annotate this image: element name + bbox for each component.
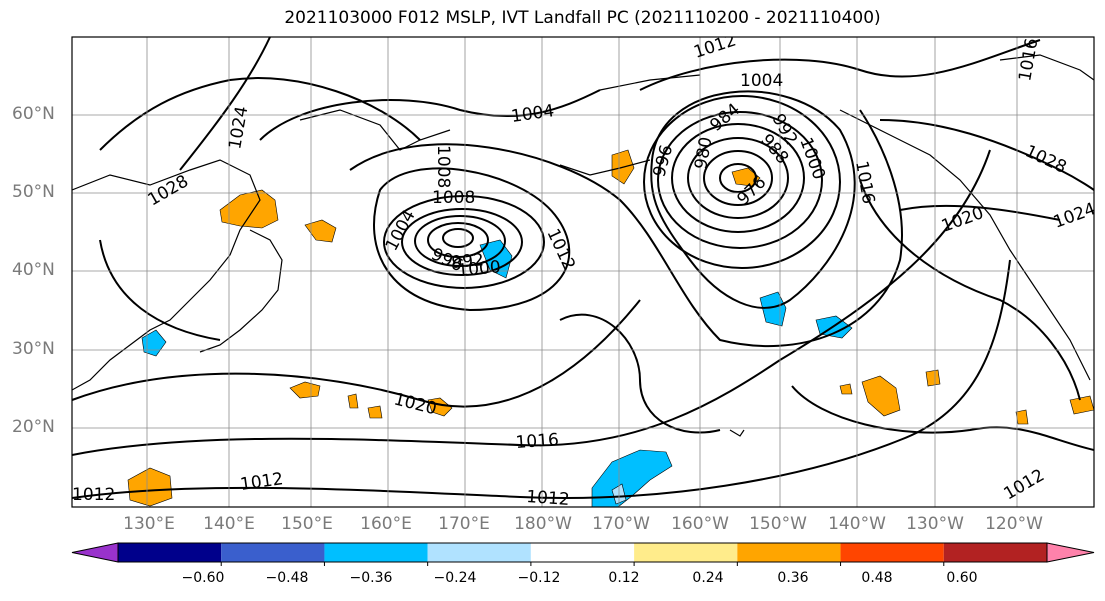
map-title: 2021103000 F012 MSLP, IVT Landfall PC (2… [284,8,881,28]
isobar-contours [72,37,1094,499]
coastlines [72,54,1094,437]
contour-label: 1000 [457,257,502,281]
lat-label: 50°N [12,182,55,202]
lat-label: 20°N [12,417,55,437]
contour-label: 1008 [432,188,475,208]
colorbar-tick-label: −0.36 [349,570,393,586]
contour-label: 1008 [433,145,453,188]
lon-label: 150°E [281,514,333,534]
contour-label: 1016 [515,430,560,453]
colorbar-tick-label: 0.48 [861,570,893,586]
colorbar-tick-label: 0.24 [692,570,724,586]
lat-label: 60°N [12,104,55,124]
colorbar-tick-label: 0.60 [946,570,978,586]
lon-label: 130°E [123,514,175,534]
lon-label: 170°W [592,514,650,534]
lon-label: 130°W [906,514,964,534]
contour-label: 992 [451,250,485,273]
lon-label: 160°E [360,514,412,534]
lon-label: 150°W [749,514,807,534]
contour-label: 1012 [72,485,115,505]
colorbar-tick-label: −0.12 [517,570,561,586]
map-panel: 1004 1008 1004 1008 1012 996 992 1000 10… [72,37,1094,510]
map-border [71,36,1095,508]
graticule [72,37,1094,507]
contour-label: 1004 [740,71,783,91]
colorbar-tick-label: −0.24 [433,570,477,586]
lat-label: 30°N [12,339,55,359]
lon-label: 180°W [514,514,572,534]
colorbar-tick-label: −0.60 [181,570,225,586]
lon-label: 160°W [671,514,729,534]
colorbar-tick-label: −0.48 [265,570,309,586]
contour-label: 1012 [526,487,571,510]
lon-label: 140°E [203,514,255,534]
lon-label: 140°W [828,514,886,534]
lat-label: 40°N [12,260,55,280]
lon-label: 170°E [438,514,490,534]
colorbar-tick-label: 0.36 [777,570,809,586]
colorbar-tick-label: 0.12 [608,570,640,586]
lon-label: 120°W [985,514,1043,534]
